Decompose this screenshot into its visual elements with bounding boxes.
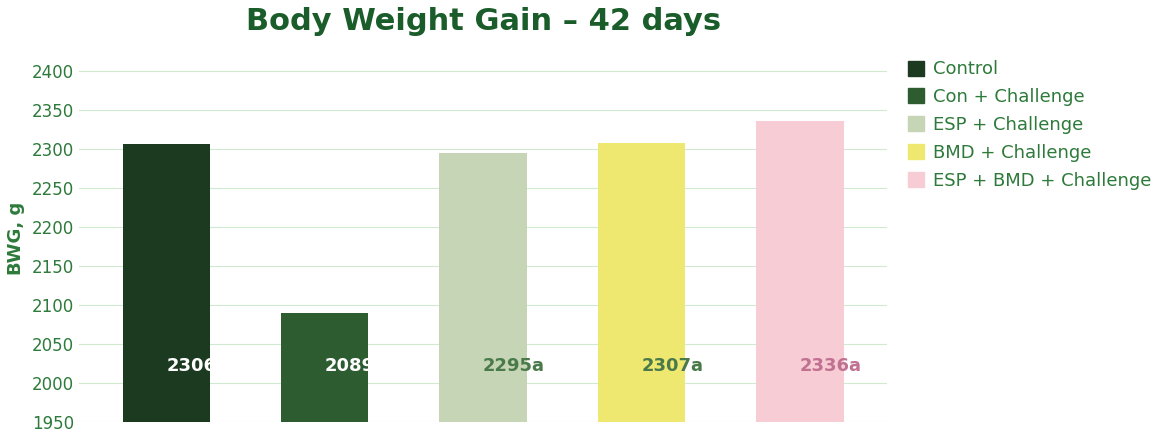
Bar bbox=[440, 153, 527, 422]
Text: 2336a: 2336a bbox=[800, 357, 862, 375]
Bar bbox=[598, 143, 685, 422]
Bar bbox=[122, 144, 209, 422]
Legend: Control, Con + Challenge, ESP + Challenge, BMD + Challenge, ESP + BMD + Challeng: Control, Con + Challenge, ESP + Challeng… bbox=[905, 57, 1155, 194]
Text: 2089b: 2089b bbox=[324, 357, 387, 375]
Text: 2306a: 2306a bbox=[166, 357, 228, 375]
Bar bbox=[281, 313, 369, 422]
Bar bbox=[756, 121, 843, 422]
Title: Body Weight Gain – 42 days: Body Weight Gain – 42 days bbox=[245, 7, 721, 36]
Text: 2307a: 2307a bbox=[642, 357, 704, 375]
Y-axis label: BWG, g: BWG, g bbox=[7, 202, 24, 275]
Text: 2295a: 2295a bbox=[483, 357, 545, 375]
